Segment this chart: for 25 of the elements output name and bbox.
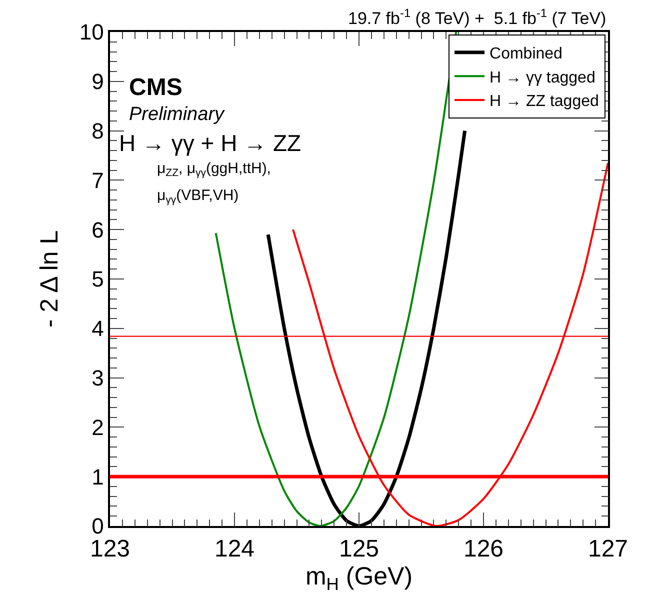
legend-label: H → ZZ tagged [490,93,599,110]
x-tick-label: 124 [214,536,255,563]
y-tick-label: 1 [92,464,104,490]
x-tick-label: 126 [463,536,504,563]
y-axis-title: - 2 Δ ln L [36,230,64,328]
annotation: μ$_{γγ}$(VBF,VH) [157,187,239,206]
legend-label: Combined [490,46,562,63]
x-tick-label: 127 [588,536,628,563]
y-tick-label: 5 [92,266,104,292]
y-tick-label: 6 [92,217,104,242]
y-tick-label: 3 [92,366,104,390]
annotation: μ$_{ZZ}$, μ$_{γγ}$(ggH,ttH), [157,160,271,180]
x-tick-label: 125 [338,536,380,563]
annotation: Preliminary [129,104,226,125]
annotation: CMS [129,74,182,101]
y-tick-label: 8 [92,118,104,144]
text: 19.7 fb$^{-1}$ (8 TeV) + 5.1 fb$^{-1}$ (7 TeV) [348,6,606,28]
legend-label: H → γγ tagged [490,69,596,86]
y-tick-label: 7 [92,168,104,193]
y-tick-label: 2 [92,414,104,440]
y-tick-label: 10 [79,20,104,45]
annotation: H → γγ + H → ZZ [119,130,302,156]
x-axis-title: m$_{H}$ (GeV) [305,562,413,594]
y-tick-label: 4 [92,316,104,342]
y-tick-label: 9 [92,69,104,94]
